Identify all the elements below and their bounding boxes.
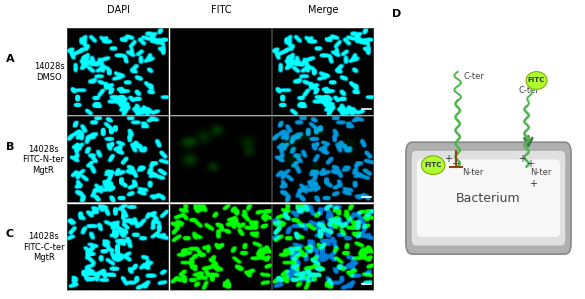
- FancyBboxPatch shape: [406, 142, 571, 254]
- Text: N-ter: N-ter: [531, 168, 552, 177]
- FancyBboxPatch shape: [417, 159, 560, 237]
- Text: +: +: [529, 179, 537, 189]
- Text: C-ter: C-ter: [464, 72, 485, 81]
- Text: B: B: [6, 142, 14, 152]
- Text: +: +: [518, 154, 526, 164]
- Ellipse shape: [421, 156, 445, 175]
- Text: C: C: [6, 229, 14, 239]
- FancyBboxPatch shape: [411, 150, 566, 246]
- Text: D: D: [393, 9, 402, 19]
- Text: +: +: [526, 159, 534, 169]
- Text: C-ter: C-ter: [518, 86, 539, 95]
- Text: FITC: FITC: [425, 162, 442, 168]
- Text: DAPI: DAPI: [107, 5, 130, 16]
- Text: 14028s
DMSO: 14028s DMSO: [33, 62, 64, 82]
- Text: Bacterium: Bacterium: [456, 192, 521, 205]
- Text: 14028s
FITC-N-ter
MgtR: 14028s FITC-N-ter MgtR: [22, 145, 64, 175]
- Text: A: A: [6, 54, 15, 64]
- Text: 14028s
FITC-C-ter
MgtR: 14028s FITC-C-ter MgtR: [23, 233, 64, 262]
- Text: FITC: FITC: [528, 77, 545, 83]
- Text: Merge: Merge: [308, 5, 339, 16]
- Ellipse shape: [526, 71, 547, 89]
- Text: +: +: [451, 159, 459, 169]
- Text: N-ter: N-ter: [462, 168, 483, 177]
- Text: +: +: [443, 154, 452, 164]
- Text: FITC: FITC: [211, 5, 231, 16]
